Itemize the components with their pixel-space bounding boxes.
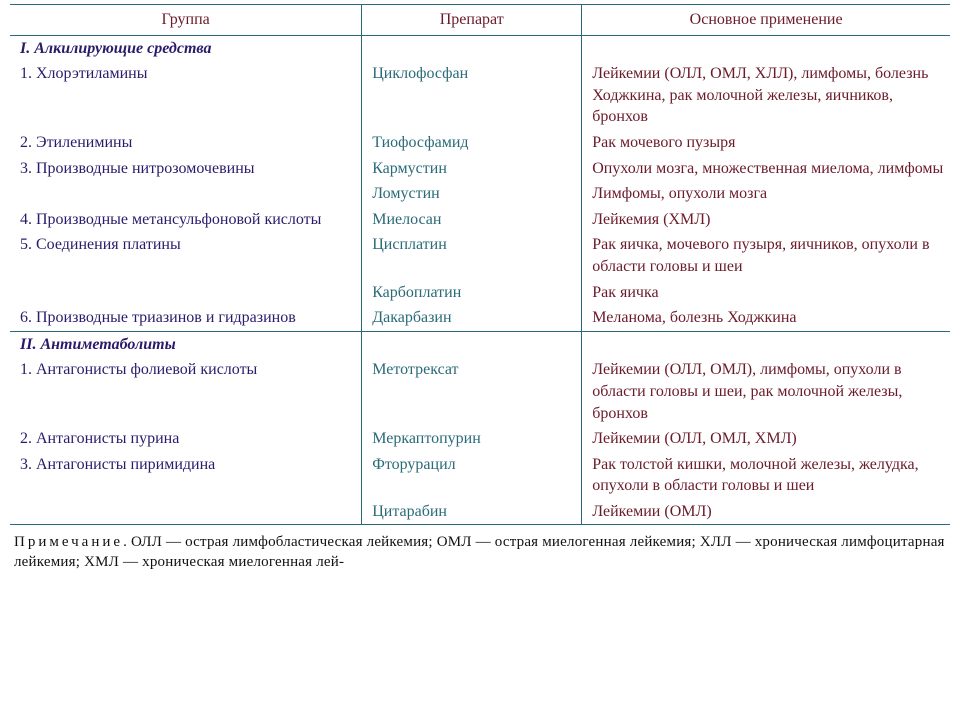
section-title: I. Алкилирующие средства bbox=[10, 35, 362, 61]
section-title-row: I. Алкилирующие средства bbox=[10, 35, 950, 61]
cell-drug: Кармустин bbox=[362, 156, 582, 182]
cell-drug: Тиофосфамид bbox=[362, 130, 582, 156]
table-header-row: Группа Препарат Основное применение bbox=[10, 5, 950, 36]
cell-drug: Ломустин bbox=[362, 181, 582, 207]
cell-drug: Метотрексат bbox=[362, 357, 582, 426]
cell-group: 1. Антагонисты фолиевой кислоты bbox=[10, 357, 362, 426]
cell-drug: Миелосан bbox=[362, 207, 582, 233]
cell-drug: Цисплатин bbox=[362, 232, 582, 279]
cell-use: Рак мочевого пузыря bbox=[582, 130, 950, 156]
footnote-label: Примечание bbox=[14, 534, 123, 550]
header-group: Группа bbox=[10, 5, 362, 36]
medication-table: Группа Препарат Основное применение I. А… bbox=[10, 4, 950, 529]
table-row: 6. Производные триазинов и гидразинов Да… bbox=[10, 305, 950, 331]
cell-drug: Цитарабин bbox=[362, 499, 582, 525]
cell-group: 3. Антагонисты пиримидина bbox=[10, 452, 362, 499]
table-row: 1. Антагонисты фолиевой кислоты Метотрек… bbox=[10, 357, 950, 426]
table-row: 2. Этиленимины Тиофосфамид Рак мочевого … bbox=[10, 130, 950, 156]
cell-group: 4. Производные метансульфоновой кислоты bbox=[10, 207, 362, 233]
cell-use: Рак яичка, мочевого пузыря, яичников, оп… bbox=[582, 232, 950, 279]
cell-group: 1. Хлорэтиламины bbox=[10, 61, 362, 130]
table-row: Карбоплатин Рак яичка bbox=[10, 280, 950, 306]
cell-use: Лейкемии (ОЛЛ, ОМЛ, ХЛЛ), лимфомы, болез… bbox=[582, 61, 950, 130]
cell-use: Лимфомы, опухоли мозга bbox=[582, 181, 950, 207]
cell-use: Рак яичка bbox=[582, 280, 950, 306]
header-use: Основное применение bbox=[582, 5, 950, 36]
table-row: Ломустин Лимфомы, опухоли мозга bbox=[10, 181, 950, 207]
cell-use: Опухоли мозга, множественная миелома, ли… bbox=[582, 156, 950, 182]
cell-drug: Меркаптопурин bbox=[362, 426, 582, 452]
cell-group bbox=[10, 280, 362, 306]
footnote: Примечание. ОЛЛ — острая лимфобластическ… bbox=[0, 529, 960, 572]
cell-drug: Дакарбазин bbox=[362, 305, 582, 331]
cell-use: Лейкемия (ХМЛ) bbox=[582, 207, 950, 233]
table-row: 2. Антагонисты пурина Меркаптопурин Лейк… bbox=[10, 426, 950, 452]
table-row: 4. Производные метансульфоновой кислоты … bbox=[10, 207, 950, 233]
cell-use: Лейкемии (ОЛЛ, ОМЛ), лимфомы, опухоли в … bbox=[582, 357, 950, 426]
cell-group: 3. Производные нитрозомочевины bbox=[10, 156, 362, 182]
cell-group: 6. Производные триазинов и гидразинов bbox=[10, 305, 362, 331]
table-row: 3. Антагонисты пиримидина Фторурацил Рак… bbox=[10, 452, 950, 499]
table-row: Цитарабин Лейкемии (ОМЛ) bbox=[10, 499, 950, 525]
cell-use: Лейкемии (ОМЛ) bbox=[582, 499, 950, 525]
cell-drug: Циклофосфан bbox=[362, 61, 582, 130]
cell-use: Лейкемии (ОЛЛ, ОМЛ, ХМЛ) bbox=[582, 426, 950, 452]
cell-group bbox=[10, 499, 362, 525]
table-row: 1. Хлорэтиламины Циклофосфан Лейкемии (О… bbox=[10, 61, 950, 130]
header-drug: Препарат bbox=[362, 5, 582, 36]
cell-group: 2. Этиленимины bbox=[10, 130, 362, 156]
cell-drug: Карбоплатин bbox=[362, 280, 582, 306]
cell-group: 5. Соединения платины bbox=[10, 232, 362, 279]
cell-group bbox=[10, 181, 362, 207]
cell-use: Рак толстой кишки, молочной железы, желу… bbox=[582, 452, 950, 499]
cell-drug: Фторурацил bbox=[362, 452, 582, 499]
cell-use: Меланома, болезнь Ходжкина bbox=[582, 305, 950, 331]
footnote-text: . ОЛЛ — острая лимфобластическая лейкеми… bbox=[14, 534, 945, 570]
cell-group: 2. Антагонисты пурина bbox=[10, 426, 362, 452]
section-title-row: II. Антиметаболиты bbox=[10, 331, 950, 357]
table-row: 5. Соединения платины Цисплатин Рак яичк… bbox=[10, 232, 950, 279]
table-row: 3. Производные нитрозомочевины Кармустин… bbox=[10, 156, 950, 182]
section-title: II. Антиметаболиты bbox=[10, 331, 362, 357]
